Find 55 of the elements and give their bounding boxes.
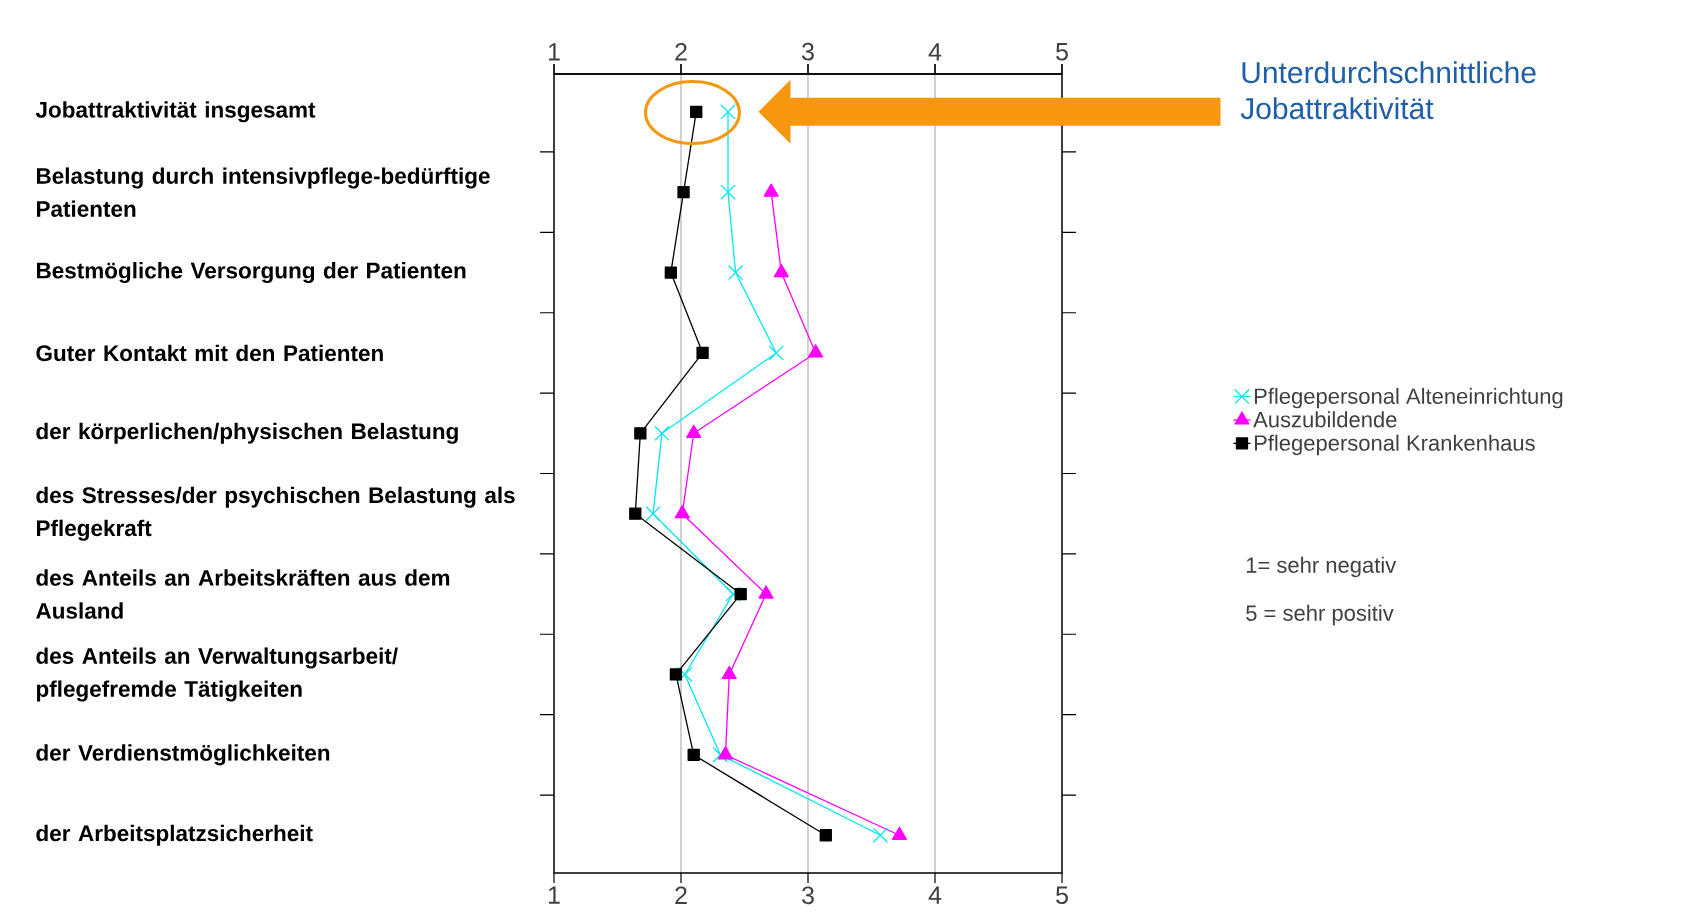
y-tick-label: der körperlichen/physischen Belastung <box>36 422 458 444</box>
point <box>686 424 702 438</box>
x2-tick-label: 2 <box>675 43 687 61</box>
x2-tick-label: 1 <box>548 43 560 61</box>
y-tick-label: Jobattraktivität insgesamt <box>35 101 316 123</box>
point <box>690 105 703 118</box>
x2-tick-label: 5 <box>1056 43 1068 61</box>
point <box>677 666 693 683</box>
x2-tick-label: 3 <box>802 42 814 61</box>
y-tick-label: der Arbeitsplatzsicherheit <box>36 824 313 846</box>
y-tick-label: Bestmögliche Versorgung der Patienten <box>36 262 466 284</box>
point <box>808 344 824 358</box>
point <box>768 345 784 361</box>
y-tick-label: der Verdienstmöglichkeiten <box>36 744 330 766</box>
text: 5 = sehr positiv <box>1246 604 1394 626</box>
point <box>669 668 683 681</box>
point <box>677 186 690 199</box>
point <box>819 829 832 842</box>
x-tick-label: 4 <box>928 886 942 904</box>
point <box>629 507 642 520</box>
y-tick-label: des Stresses/der psychischen Belastung als Pflegekraft <box>36 486 515 541</box>
point <box>727 264 744 281</box>
point <box>891 826 908 840</box>
legend-label: Pflegepersonal Krankenhaus <box>1254 434 1535 456</box>
point <box>720 184 736 200</box>
point <box>720 104 736 120</box>
point <box>687 748 700 761</box>
y-tick-label: des Anteils an Verwaltungsarbeit/ pflegefremde Tätigkeiten <box>36 647 398 702</box>
legend-label: Pflegepersonal Alteneinrichtung <box>1254 387 1563 409</box>
legend-label: Auszubildende <box>1253 411 1397 428</box>
point <box>674 505 690 519</box>
x2-tick-label: 4 <box>928 43 942 61</box>
x-tick-label: 3 <box>802 886 814 905</box>
point <box>664 266 677 279</box>
text: 1= sehr negativ <box>1246 556 1397 578</box>
point <box>758 585 774 599</box>
point <box>721 665 737 680</box>
point <box>696 346 709 360</box>
text: Unterdurchschnittliche Jobattraktivität <box>1240 61 1536 120</box>
point <box>734 587 747 601</box>
point <box>773 263 789 278</box>
point <box>725 586 741 602</box>
point <box>872 827 889 843</box>
x-tick-label: 2 <box>675 886 687 904</box>
point <box>717 746 734 760</box>
y-tick-label: des Anteils an Arbeitskräften aus dem Ausland <box>36 569 450 619</box>
y-tick-label: Guter Kontakt mit den Patienten <box>36 344 383 362</box>
point <box>645 505 661 522</box>
x-tick-label: 1 <box>548 886 560 904</box>
point <box>634 427 647 440</box>
y-tick-label: Belastung durch intensivpflege-bedürftige Patienten <box>36 167 490 217</box>
point <box>712 747 729 763</box>
point <box>654 425 670 442</box>
point <box>763 183 779 197</box>
x-tick-label: 5 <box>1056 886 1068 904</box>
